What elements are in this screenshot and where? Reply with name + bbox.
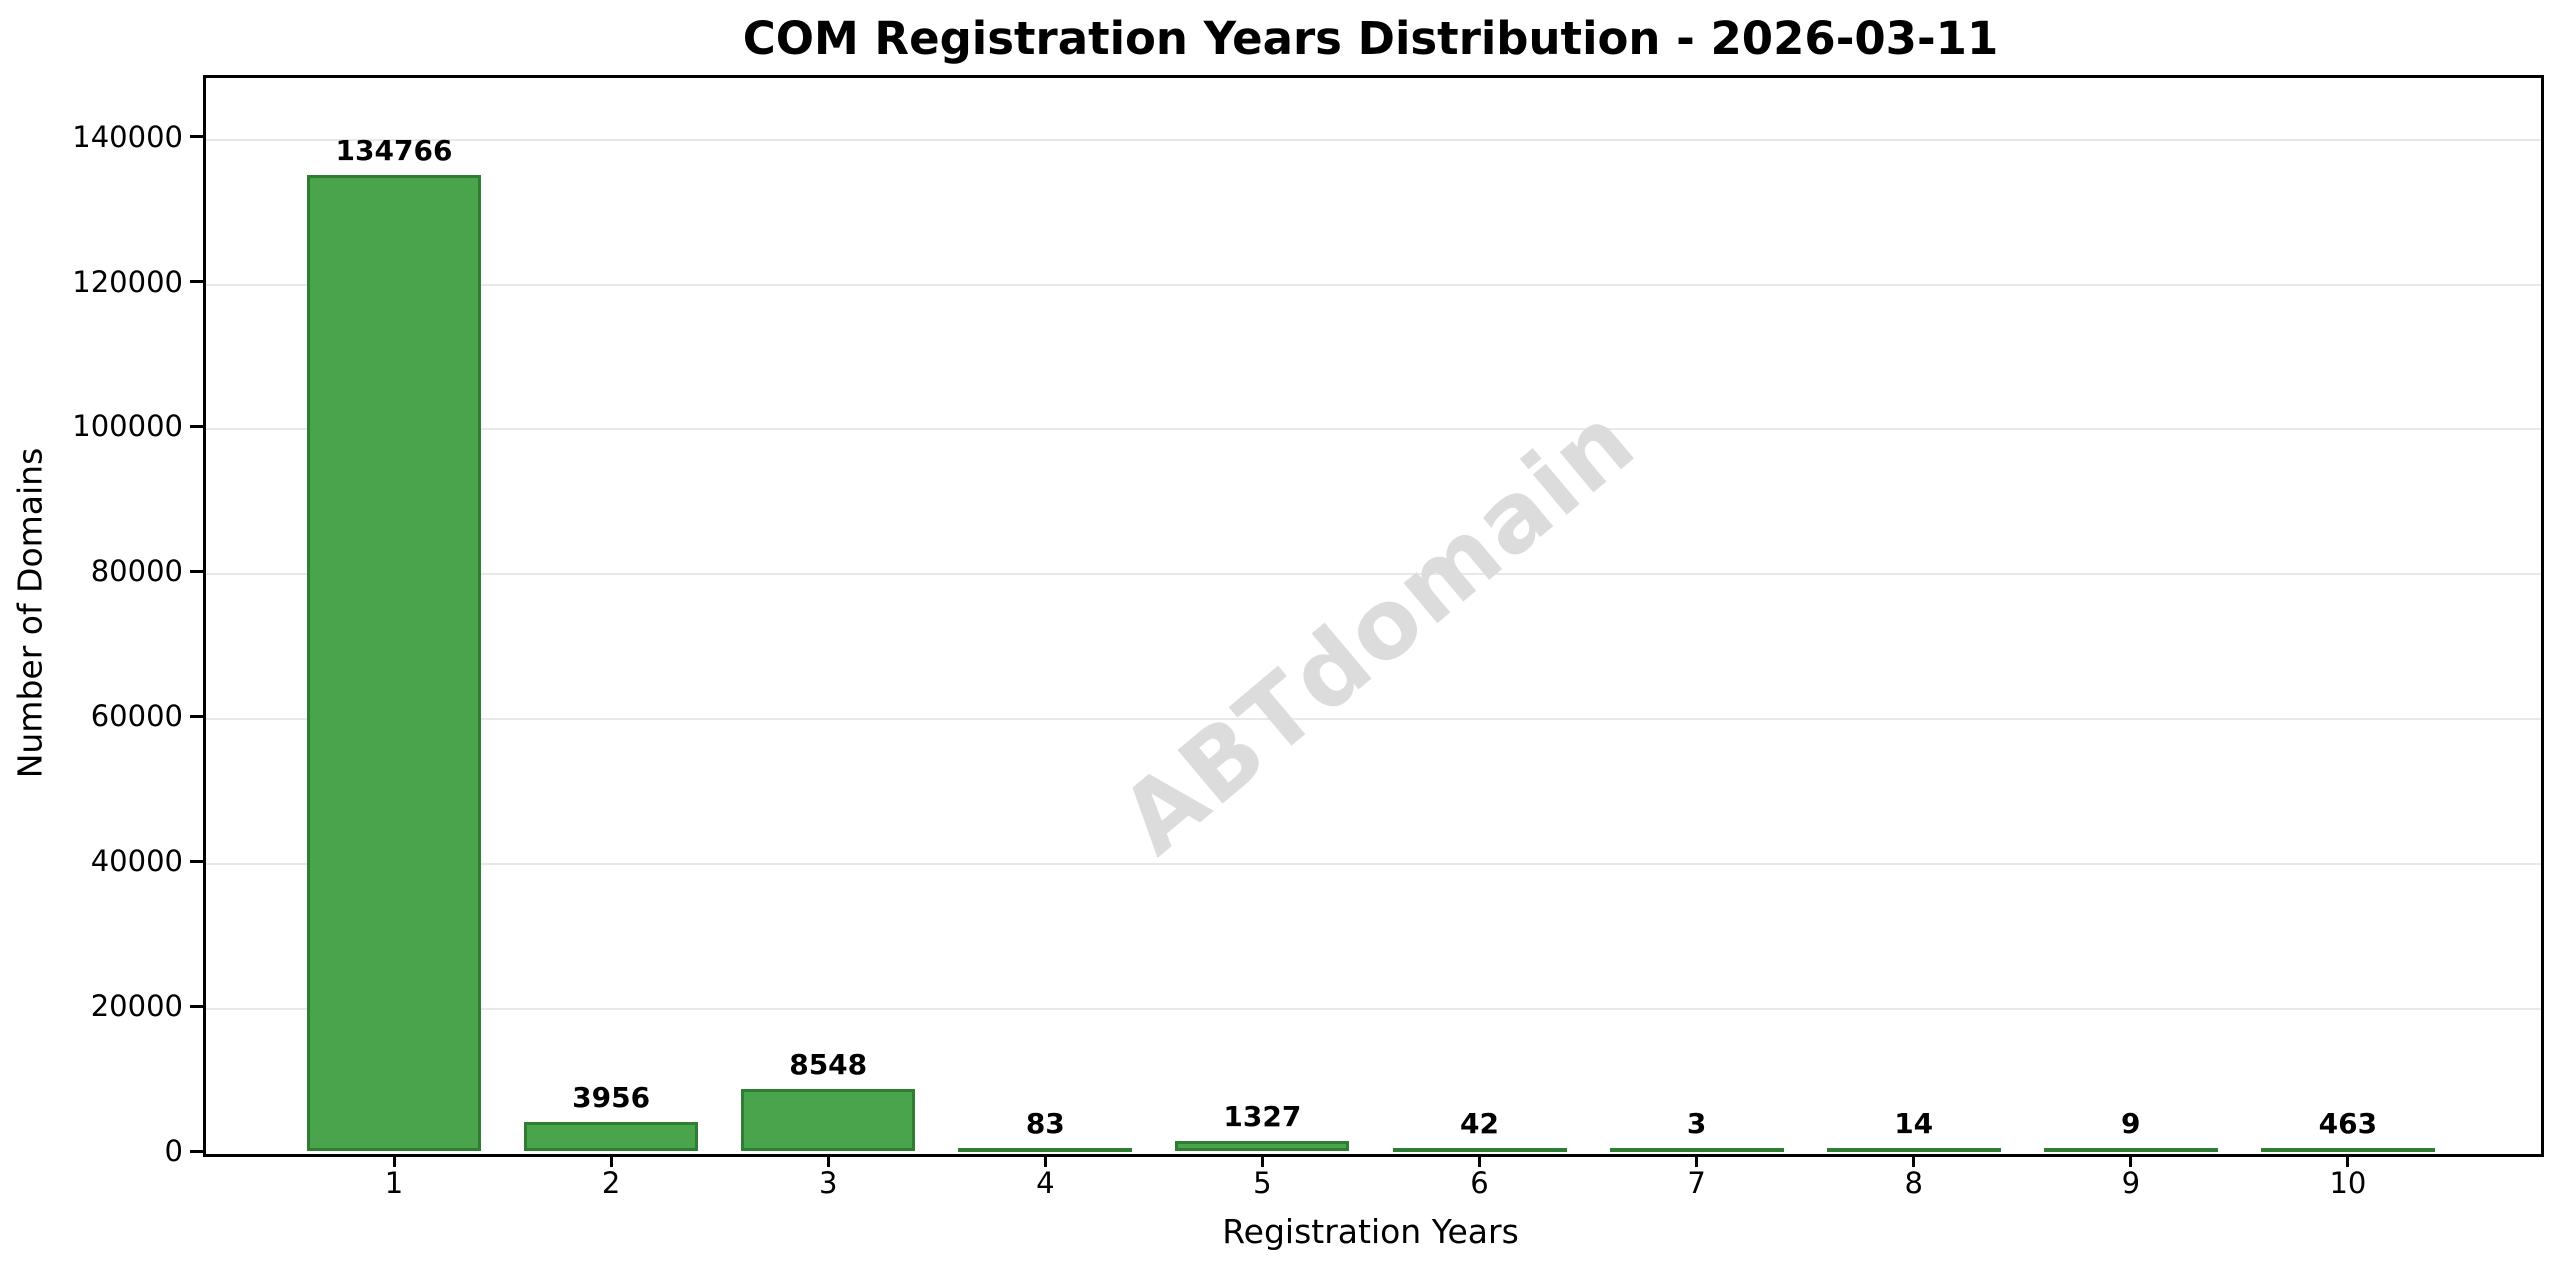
bar-value-label-10: 463 xyxy=(2318,1106,2378,1140)
gridline-y-20000 xyxy=(206,1008,2541,1011)
bar-value-label-9: 9 xyxy=(2121,1107,2141,1140)
x-tick-label-8: 8 xyxy=(1904,1166,1923,1200)
bar-value-label-4: 83 xyxy=(1025,1107,1065,1140)
chart-title: COM Registration Years Distribution - 20… xyxy=(742,12,1999,65)
gridline-y-60000 xyxy=(206,718,2541,721)
bar-value-label-8: 14 xyxy=(1894,1107,1934,1140)
bar-year-9 xyxy=(2043,1148,2218,1152)
x-tick-mark-9 xyxy=(2129,1154,2133,1167)
y-tick-label-120000: 120000 xyxy=(72,264,183,299)
x-tick-mark-1 xyxy=(392,1154,396,1167)
y-tick-label-100000: 100000 xyxy=(72,409,183,444)
bar-year-2 xyxy=(524,1122,699,1151)
y-tick-label-0: 0 xyxy=(164,1134,183,1168)
y-tick-mark-80000 xyxy=(190,569,203,573)
x-tick-label-7: 7 xyxy=(1687,1166,1706,1200)
y-tick-mark-20000 xyxy=(190,1004,203,1008)
x-tick-mark-8 xyxy=(1912,1154,1916,1167)
x-axis-label: Registration Years xyxy=(1222,1212,1519,1251)
x-tick-mark-3 xyxy=(826,1154,830,1167)
bar-year-1 xyxy=(307,174,481,1151)
bar-value-label-3: 8548 xyxy=(789,1048,868,1082)
gridline-y-80000 xyxy=(206,573,2541,576)
gridline-y-100000 xyxy=(206,428,2541,431)
bar-value-label-5: 1327 xyxy=(1223,1100,1302,1134)
x-tick-mark-7 xyxy=(1695,1154,1699,1167)
x-tick-mark-10 xyxy=(2346,1154,2350,1167)
y-axis-label: Number of Domains xyxy=(10,447,50,779)
bar-value-label-2: 3956 xyxy=(572,1081,651,1115)
y-tick-mark-60000 xyxy=(190,714,203,718)
bar-year-4 xyxy=(958,1148,1133,1152)
x-tick-label-2: 2 xyxy=(601,1166,621,1200)
y-tick-mark-120000 xyxy=(190,280,203,283)
x-tick-mark-5 xyxy=(1260,1154,1264,1167)
y-tick-label-60000: 60000 xyxy=(90,699,183,734)
y-tick-label-80000: 80000 xyxy=(90,554,183,589)
y-tick-mark-40000 xyxy=(190,859,203,863)
y-tick-mark-100000 xyxy=(190,424,203,428)
y-tick-mark-0 xyxy=(190,1149,203,1153)
x-tick-label-3: 3 xyxy=(818,1166,838,1200)
bar-value-label-7: 3 xyxy=(1686,1107,1707,1140)
x-tick-mark-6 xyxy=(1478,1154,1481,1167)
gridline-y-120000 xyxy=(206,283,2541,286)
y-tick-mark-140000 xyxy=(190,135,203,139)
x-tick-label-4: 4 xyxy=(1036,1166,1055,1200)
x-tick-mark-2 xyxy=(609,1154,613,1167)
gridline-y-140000 xyxy=(206,138,2541,141)
y-tick-label-20000: 20000 xyxy=(90,989,183,1024)
x-tick-mark-4 xyxy=(1043,1154,1047,1167)
bar-year-3 xyxy=(741,1089,916,1151)
x-tick-label-9: 9 xyxy=(2121,1166,2141,1200)
y-tick-label-140000: 140000 xyxy=(72,119,183,154)
bar-value-label-6: 42 xyxy=(1460,1107,1499,1140)
bar-year-7 xyxy=(1609,1148,1784,1152)
x-tick-label-5: 5 xyxy=(1253,1166,1272,1200)
x-tick-label-1: 1 xyxy=(384,1166,404,1200)
bar-year-6 xyxy=(1392,1148,1567,1152)
bar-value-label-1: 134766 xyxy=(335,133,453,167)
plot-area xyxy=(203,75,2544,1157)
bar-year-10 xyxy=(2260,1147,2435,1152)
x-tick-label-6: 6 xyxy=(1470,1166,1489,1200)
bar-year-8 xyxy=(1826,1148,2001,1152)
y-tick-label-40000: 40000 xyxy=(90,844,183,879)
bar-year-5 xyxy=(1175,1141,1350,1151)
x-tick-label-10: 10 xyxy=(2329,1166,2367,1200)
gridline-y-40000 xyxy=(206,863,2541,866)
